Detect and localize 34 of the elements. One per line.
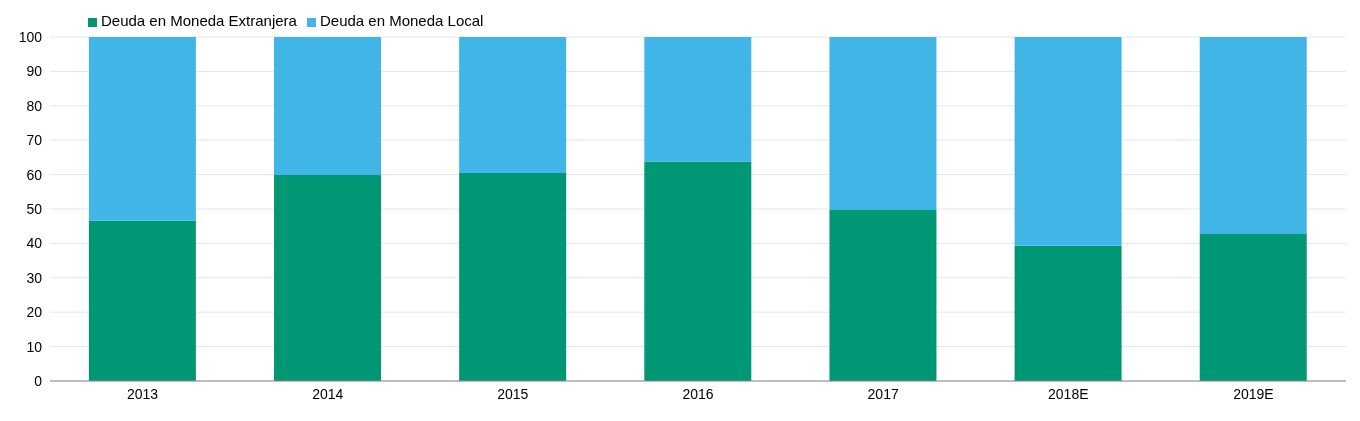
x-tick-label: 2016 [682, 385, 714, 402]
bar [829, 210, 937, 381]
y-tick-label: 60 [26, 166, 43, 183]
legend-label: Deuda en Moneda Extranjera [101, 12, 297, 29]
bar [274, 37, 382, 175]
bar [459, 172, 567, 381]
y-tick-label: 90 [26, 63, 43, 80]
bar [829, 37, 937, 211]
y-tick-label: 40 [26, 235, 43, 252]
y-tick-label: 80 [26, 97, 43, 114]
y-tick-label: 10 [26, 338, 43, 355]
y-tick-label: 70 [26, 132, 43, 149]
bar [88, 220, 196, 381]
x-tick-label: 2015 [497, 385, 529, 402]
bar [644, 161, 752, 381]
x-tick-label: 2019E [1233, 385, 1274, 402]
y-tick-label: 100 [18, 28, 43, 45]
bar [1014, 245, 1122, 381]
x-tick-label: 2013 [126, 385, 159, 402]
bar [1014, 37, 1122, 246]
x-tick-label: 2018E [1048, 385, 1089, 402]
legend-label: Deuda en Moneda Local [319, 12, 484, 29]
bar [1199, 234, 1307, 381]
bar [644, 37, 752, 162]
y-tick-label: 0 [34, 372, 43, 389]
bar [274, 174, 382, 381]
x-tick-label: 2014 [312, 385, 344, 402]
y-tick-label: 30 [26, 269, 43, 286]
bar [459, 37, 567, 173]
bar [1199, 37, 1307, 235]
x-tick-label: 2017 [867, 385, 899, 402]
bar [88, 37, 196, 221]
y-tick-label: 50 [26, 200, 43, 217]
y-tick-label: 20 [26, 304, 43, 321]
